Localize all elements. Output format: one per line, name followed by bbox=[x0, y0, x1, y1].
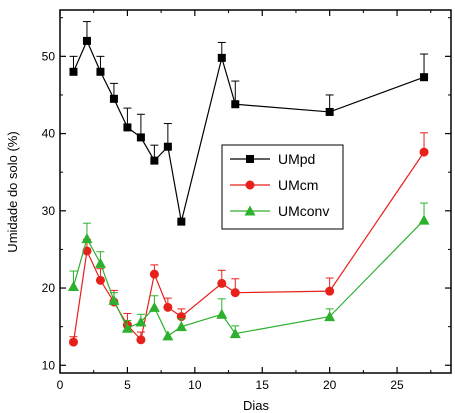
data-point bbox=[217, 53, 226, 62]
data-point bbox=[108, 294, 120, 305]
data-point bbox=[324, 311, 336, 322]
data-point bbox=[96, 67, 105, 76]
data-point bbox=[136, 133, 145, 142]
legend-item-UMcm: UMcm bbox=[230, 177, 318, 193]
data-point bbox=[325, 107, 334, 116]
data-point bbox=[109, 94, 118, 103]
data-point bbox=[135, 316, 147, 327]
data-point bbox=[67, 280, 79, 291]
legend-item-UMpd: UMpd bbox=[230, 151, 315, 167]
y-tick-label: 30 bbox=[42, 204, 56, 218]
data-point bbox=[420, 73, 429, 82]
data-point bbox=[69, 67, 78, 76]
y-tick-label: 20 bbox=[42, 281, 56, 295]
data-point bbox=[121, 322, 133, 333]
series-UMpd bbox=[69, 21, 429, 226]
legend-marker bbox=[246, 155, 254, 163]
plot-frame bbox=[59, 9, 452, 374]
series-line bbox=[72, 219, 425, 337]
legend-marker bbox=[245, 180, 255, 190]
data-point bbox=[175, 321, 187, 332]
data-point bbox=[419, 147, 429, 157]
data-point bbox=[149, 269, 159, 279]
x-tick-label: 0 bbox=[57, 378, 64, 392]
data-point bbox=[162, 330, 174, 341]
data-point bbox=[123, 123, 132, 132]
x-axis-label: Dias bbox=[243, 398, 270, 413]
data-point bbox=[216, 308, 228, 319]
data-point bbox=[163, 142, 172, 151]
x-tick-label: 5 bbox=[124, 378, 131, 392]
data-point bbox=[95, 275, 105, 285]
y-tick-label: 50 bbox=[42, 49, 56, 63]
data-point bbox=[148, 301, 160, 312]
series-UMconv bbox=[67, 202, 430, 341]
data-point bbox=[82, 36, 91, 45]
data-point bbox=[136, 335, 146, 345]
data-point bbox=[68, 337, 78, 347]
data-point bbox=[150, 156, 159, 165]
legend: UMpd UMcm UMconv bbox=[221, 144, 344, 230]
data-point bbox=[177, 217, 186, 226]
legend-marker bbox=[244, 205, 256, 216]
data-point bbox=[94, 257, 106, 268]
x-tick-label: 15 bbox=[256, 378, 270, 392]
data-point bbox=[163, 302, 173, 312]
y-tick-label: 40 bbox=[42, 127, 56, 141]
data-point bbox=[81, 233, 93, 244]
y-axis-label: Umidade do solo (%) bbox=[5, 131, 20, 252]
y-tick-label: 10 bbox=[42, 358, 56, 372]
x-tick-label: 25 bbox=[390, 378, 404, 392]
axes: 0 5 10 15 20 25 10 20 30 40 50 bbox=[42, 10, 451, 392]
data-point bbox=[230, 288, 240, 298]
x-tick-label: 10 bbox=[188, 378, 202, 392]
legend-label: UMcm bbox=[278, 177, 318, 193]
data-point bbox=[231, 100, 240, 109]
data-point bbox=[229, 328, 241, 339]
data-point bbox=[325, 286, 335, 296]
legend-item-UMconv: UMconv bbox=[230, 203, 329, 219]
x-tick-label: 20 bbox=[323, 378, 337, 392]
series-layer bbox=[67, 21, 430, 347]
legend-label: UMpd bbox=[278, 151, 315, 167]
legend-items: UMpd UMcm UMconv bbox=[230, 151, 329, 219]
data-point bbox=[418, 214, 430, 225]
data-point bbox=[217, 278, 227, 288]
legend-label: UMconv bbox=[278, 203, 329, 219]
